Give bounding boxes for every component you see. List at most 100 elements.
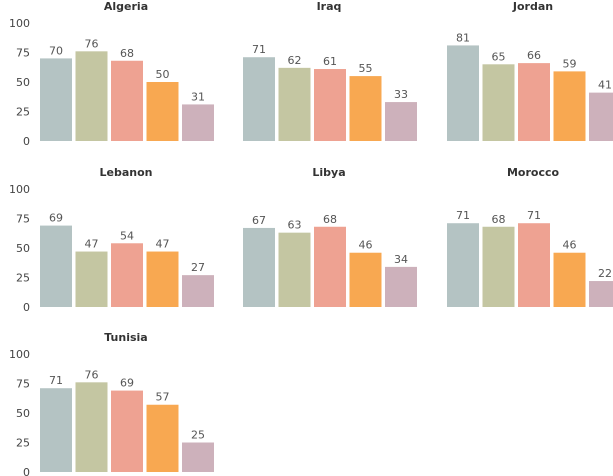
bar-value-label: 46 bbox=[359, 239, 373, 252]
bar-value-label: 46 bbox=[563, 239, 577, 252]
bar-value-label: 34 bbox=[394, 253, 408, 266]
panel-jordan: Jordan 81 65 66 59 41 bbox=[447, 0, 613, 142]
bar bbox=[146, 404, 179, 472]
bar-value-label: 61 bbox=[323, 55, 337, 68]
bar-value-label: 67 bbox=[252, 214, 266, 227]
panel-morocco: Morocco 71 68 71 46 22 bbox=[447, 166, 613, 307]
bar-value-label: 69 bbox=[49, 212, 63, 225]
panel-iraq: Iraq 71 62 61 55 33 bbox=[243, 0, 417, 141]
y-tick-label: 50 bbox=[16, 76, 30, 89]
bar bbox=[75, 51, 108, 141]
bar-value-label: 25 bbox=[191, 429, 205, 442]
bar-value-label: 70 bbox=[49, 44, 63, 57]
bar bbox=[182, 275, 214, 307]
bar bbox=[111, 243, 143, 307]
bar bbox=[146, 251, 179, 307]
bar-value-label: 71 bbox=[456, 209, 470, 222]
bar-value-label: 31 bbox=[191, 90, 205, 103]
bar-value-label: 62 bbox=[288, 54, 302, 67]
panel-algeria: Algeria 0 25 50 75 100 70 76 68 50 31 bbox=[9, 0, 214, 148]
bar bbox=[40, 388, 72, 472]
y-tick-label: 0 bbox=[23, 466, 30, 476]
bar-value-label: 68 bbox=[120, 47, 134, 60]
bar bbox=[518, 63, 550, 142]
bar-value-label: 76 bbox=[85, 37, 99, 50]
bar-value-label: 47 bbox=[85, 238, 99, 251]
bar-value-label: 71 bbox=[252, 43, 266, 56]
bar bbox=[314, 226, 346, 307]
panel-title: Iraq bbox=[317, 0, 342, 13]
bar-value-label: 63 bbox=[288, 219, 302, 232]
y-tick-label: 50 bbox=[16, 242, 30, 255]
bar-value-label: 50 bbox=[156, 68, 170, 81]
bar bbox=[243, 227, 275, 307]
bar-value-label: 55 bbox=[359, 62, 373, 75]
panel-lebanon: Lebanon 0 25 50 75 100 69 47 54 47 27 bbox=[9, 166, 214, 314]
bar bbox=[447, 223, 479, 307]
bar-value-label: 57 bbox=[156, 391, 170, 404]
bar bbox=[278, 232, 311, 307]
y-tick-label: 0 bbox=[23, 135, 30, 148]
bar bbox=[75, 382, 108, 472]
bar bbox=[349, 252, 382, 307]
bar-value-label: 59 bbox=[563, 57, 577, 70]
bar bbox=[589, 92, 613, 141]
panel-libya: Libya 67 63 68 46 34 bbox=[243, 166, 417, 307]
panel-title: Jordan bbox=[512, 0, 553, 13]
bar bbox=[518, 223, 550, 307]
y-tick-label: 100 bbox=[9, 183, 30, 196]
bar bbox=[553, 252, 586, 307]
bar bbox=[243, 57, 275, 141]
y-tick-label: 100 bbox=[9, 17, 30, 30]
y-tick-label: 25 bbox=[16, 106, 30, 119]
bar bbox=[146, 82, 179, 141]
bar bbox=[447, 45, 479, 141]
panel-title: Morocco bbox=[507, 166, 560, 179]
bar bbox=[314, 69, 346, 141]
panel-title: Algeria bbox=[104, 0, 148, 13]
y-tick-label: 25 bbox=[16, 437, 30, 450]
panel-title: Tunisia bbox=[104, 331, 147, 344]
bar bbox=[482, 226, 515, 307]
bar bbox=[482, 64, 515, 141]
panel-tunisia: Tunisia 0 25 50 75 100 71 76 69 57 25 bbox=[9, 331, 214, 476]
bar bbox=[553, 71, 586, 141]
panel-title: Lebanon bbox=[100, 166, 153, 179]
bar bbox=[75, 251, 108, 307]
bar-value-label: 27 bbox=[191, 261, 205, 274]
bar bbox=[182, 104, 214, 141]
y-tick-label: 75 bbox=[16, 378, 30, 391]
bar bbox=[40, 58, 72, 141]
bar bbox=[40, 225, 72, 307]
bar-value-label: 68 bbox=[323, 213, 337, 226]
bar-value-label: 54 bbox=[120, 229, 134, 242]
bar bbox=[111, 60, 143, 142]
panel-title: Libya bbox=[312, 166, 345, 179]
y-tick-label: 75 bbox=[16, 213, 30, 226]
y-tick-label: 25 bbox=[16, 272, 30, 285]
bar-value-label: 71 bbox=[527, 209, 541, 222]
bar-value-label: 41 bbox=[598, 79, 612, 92]
bar-value-label: 68 bbox=[492, 213, 506, 226]
bar bbox=[111, 390, 143, 472]
bar bbox=[349, 76, 382, 141]
bar-value-label: 47 bbox=[156, 238, 170, 251]
bar-value-label: 69 bbox=[120, 377, 134, 390]
bar bbox=[385, 266, 417, 307]
bar-value-label: 71 bbox=[49, 374, 63, 387]
bar-value-label: 65 bbox=[492, 50, 506, 63]
y-tick-label: 0 bbox=[23, 301, 30, 314]
bar-value-label: 22 bbox=[598, 267, 612, 280]
bar-value-label: 66 bbox=[527, 49, 541, 62]
bar bbox=[385, 102, 417, 141]
y-tick-label: 100 bbox=[9, 348, 30, 361]
y-tick-label: 75 bbox=[16, 47, 30, 60]
bar bbox=[589, 281, 613, 307]
bar bbox=[182, 442, 214, 472]
bar-value-label: 76 bbox=[85, 368, 99, 381]
bar-value-label: 81 bbox=[456, 31, 470, 44]
bar-value-label: 33 bbox=[394, 88, 408, 101]
y-tick-label: 50 bbox=[16, 407, 30, 420]
bar bbox=[278, 67, 311, 141]
